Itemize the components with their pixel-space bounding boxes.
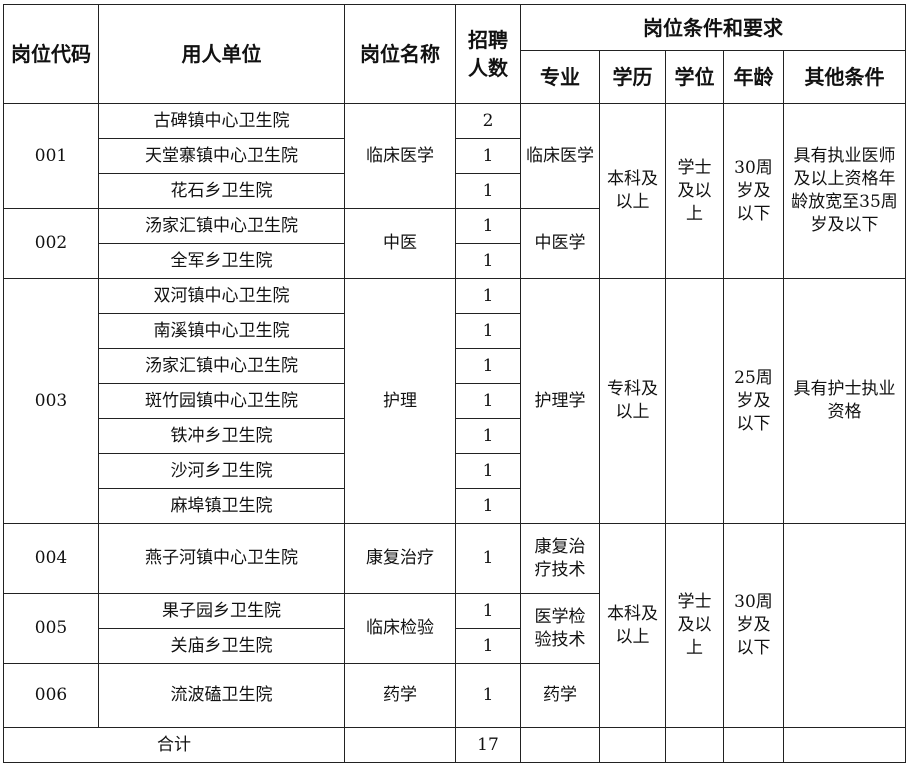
headcount-cell: 2: [455, 103, 521, 139]
headcount-cell: 1: [455, 663, 521, 728]
headcount-cell: 1: [455, 313, 521, 349]
unit-name-cell: 斑竹园镇中心卫生院: [98, 383, 345, 419]
major-cell: 护理学: [520, 278, 600, 524]
headcount-cell: 1: [455, 138, 521, 174]
headcount-cell: 1: [455, 593, 521, 629]
post-name-cell: 临床医学: [344, 103, 456, 209]
table-row: 麻埠镇卫生院 1: [4, 488, 906, 524]
unit-name-cell: 全军乡卫生院: [98, 243, 345, 279]
table-body: 001 古碑镇中心卫生院 临床医学 2 临床医学 本科及 以上 学士 及以 上 30周 岁及 …: [3, 103, 906, 763]
unit-name-cell: 沙河乡卫生院: [98, 453, 345, 489]
post-name-cell: 康复治疗: [344, 523, 456, 594]
header-count: 招聘 人数: [455, 4, 521, 104]
unit-name-cell: 铁冲乡卫生院: [98, 418, 345, 454]
headcount-cell: 1: [455, 418, 521, 454]
education-cell: 专科及 以上: [599, 278, 666, 524]
table-row: 006 流波磕卫生院 药学 1 药学: [3, 663, 906, 728]
post-code-cell: 001: [3, 103, 99, 209]
unit-name-cell: 古碑镇中心卫生院: [98, 103, 345, 139]
post-code-cell: 004: [3, 523, 99, 594]
header-age: 年龄: [723, 50, 784, 104]
recruitment-table: 岗位代码 用人单位 岗位名称 招聘 人数 岗位条件和要求 专业 学历 学位 年龄…: [3, 4, 906, 763]
header-degree: 学位: [665, 50, 724, 104]
table-row: 001 古碑镇中心卫生院 临床医学 2 临床医学 本科及 以上 学士 及以 上 30周 岁及 …: [3, 103, 906, 279]
post-name-cell: 护理: [344, 278, 456, 524]
table-row: 南溪镇中心卫生院 1: [4, 313, 906, 349]
total-count: 17: [455, 727, 521, 763]
header-post: 岗位名称: [344, 4, 456, 104]
header-other: 其他条件: [783, 50, 906, 104]
headcount-cell: 1: [455, 173, 521, 209]
education-cell: 本科及 以上: [599, 523, 666, 728]
age-cell: 30周 岁及 以下: [723, 523, 784, 728]
other-cell: 具有护士执业 资格: [783, 278, 906, 524]
age-cell: 25周 岁及 以下: [723, 278, 784, 524]
major-cell: 中医学: [520, 208, 600, 279]
table-row: 花石乡卫生院 1: [4, 173, 906, 209]
post-code-cell: 003: [3, 278, 99, 524]
unit-name-cell: 天堂寨镇中心卫生院: [98, 138, 345, 174]
empty-cell: [599, 727, 666, 763]
unit-name-cell: 汤家汇镇中心卫生院: [98, 348, 345, 384]
other-cell: [783, 523, 906, 728]
major-cell: 临床医学: [520, 103, 600, 209]
header-code: 岗位代码: [3, 4, 99, 104]
unit-name-cell: 关庙乡卫生院: [98, 628, 345, 664]
headcount-cell: 1: [455, 523, 521, 594]
degree-cell: 学士 及以 上: [665, 103, 724, 279]
degree-cell: 学士 及以 上: [665, 523, 724, 728]
empty-cell: [723, 727, 784, 763]
headcount-cell: 1: [455, 243, 521, 279]
empty-cell: [665, 727, 724, 763]
empty-cell: [520, 727, 600, 763]
headcount-cell: 1: [455, 383, 521, 419]
unit-name-cell: 南溪镇中心卫生院: [98, 313, 345, 349]
table-row: 002 汤家汇镇中心卫生院 中医 1 中医学: [3, 208, 906, 279]
headcount-cell: 1: [455, 628, 521, 664]
table-row: 关庙乡卫生院 1: [4, 628, 906, 664]
post-code-cell: 005: [3, 593, 99, 664]
table-row: 003 双河镇中心卫生院 护理 1 护理学 专科及 以上 25周 岁及 以下 具有护士执业 资…: [3, 278, 906, 524]
post-name-cell: 中医: [344, 208, 456, 279]
empty-cell: [783, 727, 906, 763]
post-name-cell: 临床检验: [344, 593, 456, 664]
unit-name-cell: 流波磕卫生院: [98, 663, 345, 728]
table-row: 铁冲乡卫生院 1: [4, 418, 906, 454]
age-cell: 30周 岁及 以下: [723, 103, 784, 279]
unit-name-cell: 果子园乡卫生院: [98, 593, 345, 629]
unit-name-cell: 双河镇中心卫生院: [98, 278, 345, 314]
major-cell: 康复治 疗技术: [520, 523, 600, 594]
unit-name-cell: 汤家汇镇中心卫生院: [98, 208, 345, 244]
table-row: 天堂寨镇中心卫生院 1: [4, 138, 906, 174]
table-row: 全军乡卫生院 1: [4, 243, 906, 279]
table-row: 004 燕子河镇中心卫生院 康复治疗 1 康复治 疗技术 本科及 以上 学士 及以 上 30周…: [3, 523, 906, 728]
empty-cell: [344, 727, 456, 763]
post-code-cell: 006: [3, 663, 99, 728]
major-cell: 医学检 验技术: [520, 593, 600, 664]
table-row: 沙河乡卫生院 1: [4, 453, 906, 489]
unit-name-cell: 麻埠镇卫生院: [98, 488, 345, 524]
degree-cell: [665, 278, 724, 524]
total-label: 合计: [3, 727, 345, 763]
major-cell: 药学: [520, 663, 600, 728]
unit-name-cell: 燕子河镇中心卫生院: [98, 523, 345, 594]
header-unit: 用人单位: [98, 4, 345, 104]
header-major: 专业: [520, 50, 600, 104]
other-cell: 具有执业医师 及以上资格年 龄放宽至35周 岁及以下: [783, 103, 906, 279]
headcount-cell: 1: [455, 453, 521, 489]
headcount-cell: 1: [455, 488, 521, 524]
table-row: 斑竹园镇中心卫生院 1: [4, 383, 906, 419]
education-cell: 本科及 以上: [599, 103, 666, 279]
header-conditions: 岗位条件和要求: [520, 4, 906, 51]
headcount-cell: 1: [455, 278, 521, 314]
headcount-cell: 1: [455, 348, 521, 384]
header-education: 学历: [599, 50, 666, 104]
post-code-cell: 002: [3, 208, 99, 279]
unit-name-cell: 花石乡卫生院: [98, 173, 345, 209]
headcount-cell: 1: [455, 208, 521, 244]
post-name-cell: 药学: [344, 663, 456, 728]
total-row: 合计 17: [3, 727, 906, 763]
